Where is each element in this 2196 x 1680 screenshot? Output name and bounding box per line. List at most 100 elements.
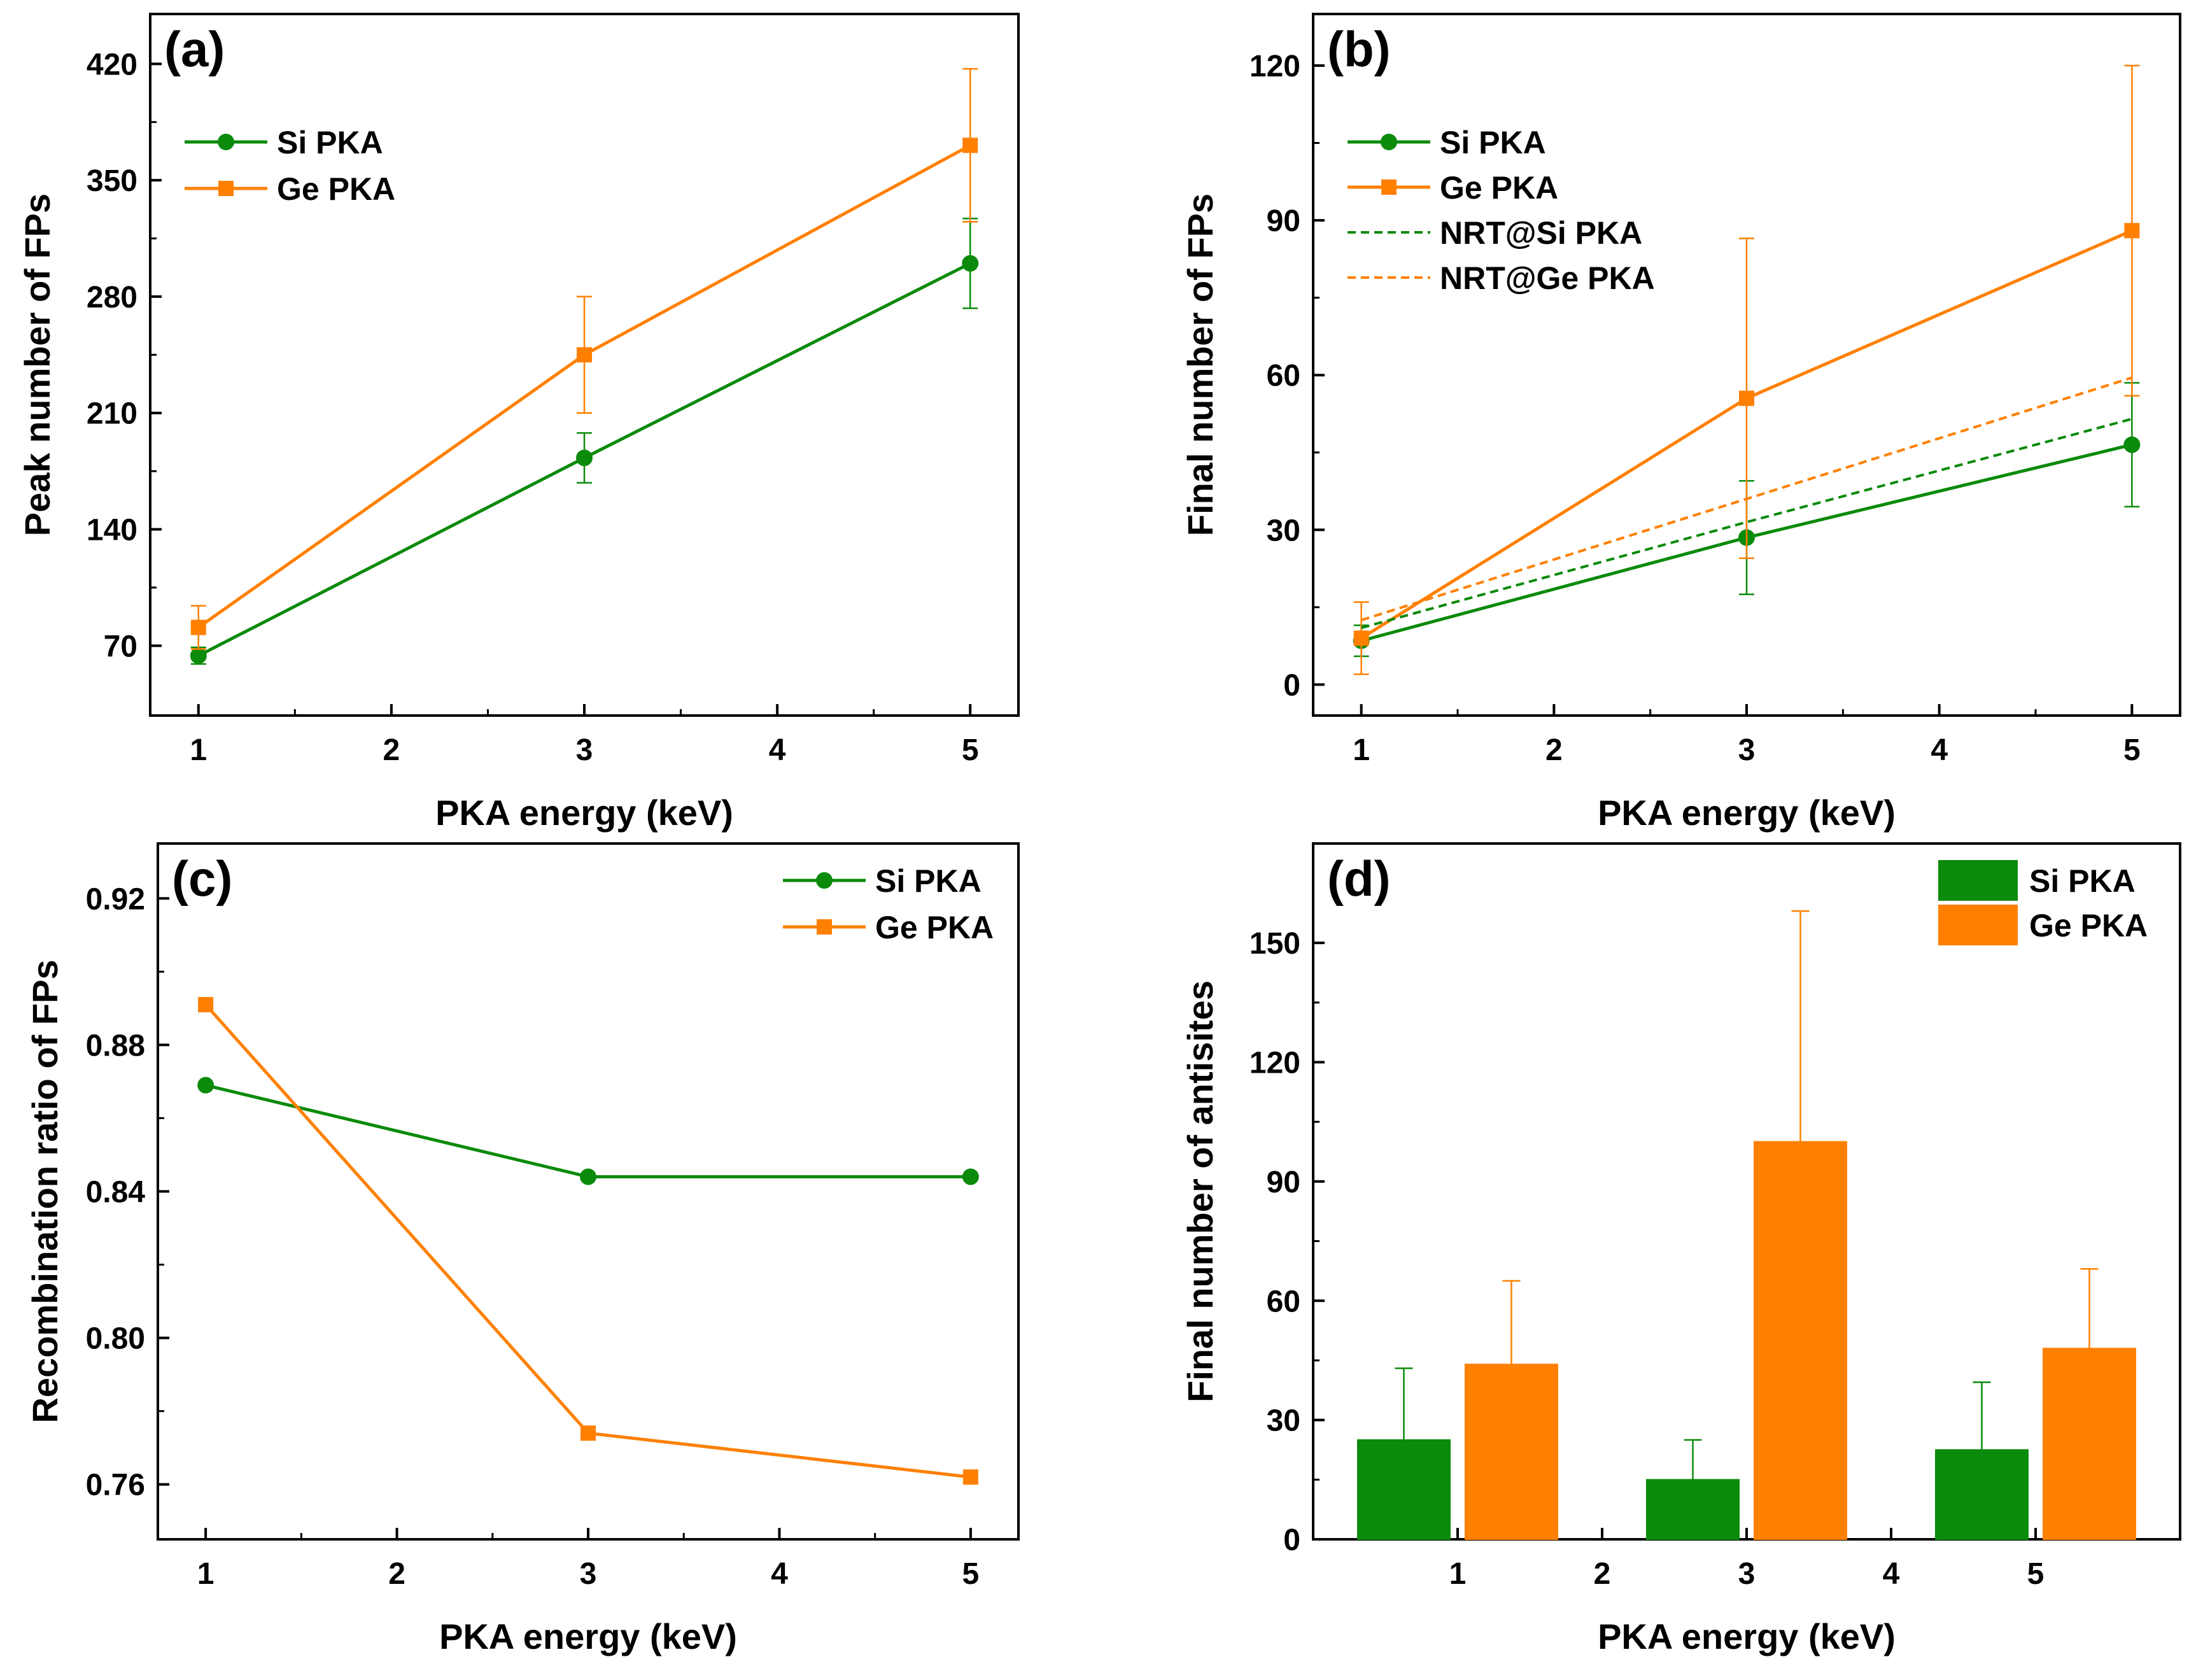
dashed-line-ge (1361, 376, 2132, 622)
x-tick-label: 5 (2027, 1557, 2045, 1591)
legend-marker (218, 181, 234, 196)
series-line-ge (204, 1003, 971, 1479)
x-tick-label: 4 (1931, 733, 1948, 767)
legend-label: Ge PKA (875, 910, 994, 945)
legend-label: Ge PKA (1440, 170, 1558, 206)
legend-label: NRT@Ge PKA (1440, 260, 1655, 296)
x-tick-label: 1 (190, 733, 207, 767)
marker-circle (962, 1168, 979, 1185)
x-axis-title: PKA energy (keV) (1598, 793, 1896, 833)
marker-circle (190, 647, 207, 664)
panel-b: 1 2 3 4 5 0 30 60 90 120 PKA energy (keV) Final num… (1180, 13, 2181, 833)
legend-label: NRT@Si PKA (1440, 215, 1642, 251)
bar-ge (1754, 1141, 1847, 1540)
x-tick-label: 4 (769, 733, 786, 767)
x-axis-title: PKA energy (keV) (439, 1616, 737, 1656)
y-tick-label: 280 (87, 281, 137, 314)
y-tick-label: 0.80 (86, 1322, 145, 1356)
x-tick-label: 4 (1883, 1557, 1900, 1591)
y-tick-label: 90 (1267, 204, 1300, 238)
legend-label: Ge PKA (2029, 908, 2148, 943)
y-tick-label: 30 (1267, 1404, 1300, 1438)
legend-swatch (1938, 905, 2018, 945)
marker-square (577, 347, 592, 363)
panel-label: (b) (1327, 21, 1391, 77)
y-tick-label: 0 (1283, 1523, 1300, 1557)
y-tick-label: 420 (87, 48, 137, 81)
marker-circle (2123, 436, 2141, 453)
panel-a: 1 2 3 4 5 70 140 210 280 350 420 PKA energy (keV) Pe… (17, 13, 1020, 833)
y-tick-label: 120 (1249, 1047, 1300, 1080)
bar-si (1935, 1449, 2029, 1540)
x-tick-label: 2 (1545, 733, 1563, 767)
legend-marker (817, 919, 832, 935)
x-tick-label: 3 (1738, 733, 1756, 767)
y-tick-label: 0.76 (86, 1469, 145, 1502)
marker-square (1739, 390, 1754, 406)
legend-label: Si PKA (1440, 125, 1546, 160)
panel-d: 1 2 3 4 5 0 30 60 90 120 150 PKA energy (keV) Final … (1180, 842, 2181, 1656)
x-tick-label: 3 (1738, 1557, 1756, 1591)
y-tick-label: 140 (87, 514, 137, 547)
panel-c: 1 2 3 4 5 0.76 0.80 0.84 0.88 0.92 PKA energy (keV… (25, 842, 1020, 1656)
y-tick-label: 150 (1249, 927, 1300, 961)
x-tick-label: 5 (962, 733, 979, 767)
x-tick-label: 4 (771, 1557, 788, 1591)
x-tick-label: 2 (1594, 1557, 1611, 1591)
y-tick-label: 350 (87, 164, 137, 198)
y-tick-label: 70 (104, 630, 137, 663)
y-axis-title: Final number of antisites (1180, 980, 1220, 1402)
x-tick-label: 1 (1353, 733, 1370, 767)
legend-marker (1381, 134, 1397, 150)
bar-ge (1465, 1364, 1558, 1540)
y-tick-label: 210 (87, 397, 137, 431)
panel-label: (d) (1327, 851, 1391, 907)
x-axis-title: PKA energy (keV) (1598, 1616, 1896, 1656)
bar-si (1357, 1439, 1451, 1541)
marker-circle (962, 255, 979, 272)
marker-circle (197, 1076, 215, 1094)
x-tick-label: 2 (383, 733, 400, 767)
y-axis-title: Peak number of FPs (17, 194, 57, 536)
legend-marker (816, 872, 833, 889)
y-axis-title: Recombination ratio of FPs (25, 959, 65, 1423)
legend-label: Si PKA (2029, 863, 2136, 899)
x-tick-label: 5 (2123, 733, 2141, 767)
x-tick-label: 3 (576, 733, 593, 767)
y-tick-label: 0 (1283, 668, 1300, 702)
marker-square (198, 997, 214, 1013)
legend-marker (1381, 180, 1397, 195)
y-tick-label: 60 (1267, 1285, 1300, 1318)
marker-square (190, 619, 206, 635)
legend-label: Ge PKA (277, 171, 395, 207)
y-tick-label: 90 (1267, 1166, 1300, 1199)
legend-label: Si PKA (875, 863, 982, 899)
x-tick-label: 1 (1449, 1557, 1467, 1591)
bar-si (1646, 1479, 1740, 1540)
y-tick-label: 0.88 (86, 1029, 145, 1062)
bar-ge (2043, 1348, 2136, 1541)
legend-label: Si PKA (277, 125, 383, 160)
x-tick-label: 5 (962, 1557, 980, 1591)
marker-square (581, 1425, 596, 1441)
marker-square (962, 138, 978, 153)
x-axis-title: PKA energy (keV) (435, 793, 733, 833)
marker-square (2124, 223, 2140, 239)
panel-label: (c) (172, 851, 232, 907)
marker-square (962, 1469, 978, 1485)
x-tick-label: 2 (388, 1557, 405, 1591)
y-axis-title: Final number of FPs (1180, 194, 1220, 536)
y-tick-label: 30 (1267, 514, 1300, 547)
y-tick-label: 60 (1267, 359, 1300, 393)
y-tick-label: 0.84 (86, 1176, 146, 1210)
y-tick-label: 120 (1249, 50, 1300, 83)
legend-marker (218, 134, 234, 150)
marker-square (1353, 630, 1369, 646)
marker-circle (580, 1168, 596, 1185)
x-tick-label: 1 (197, 1557, 215, 1591)
legend-swatch (1938, 860, 2018, 901)
y-tick-label: 0.92 (86, 882, 145, 916)
panel-label: (a) (164, 21, 225, 77)
marker-circle (576, 449, 593, 467)
